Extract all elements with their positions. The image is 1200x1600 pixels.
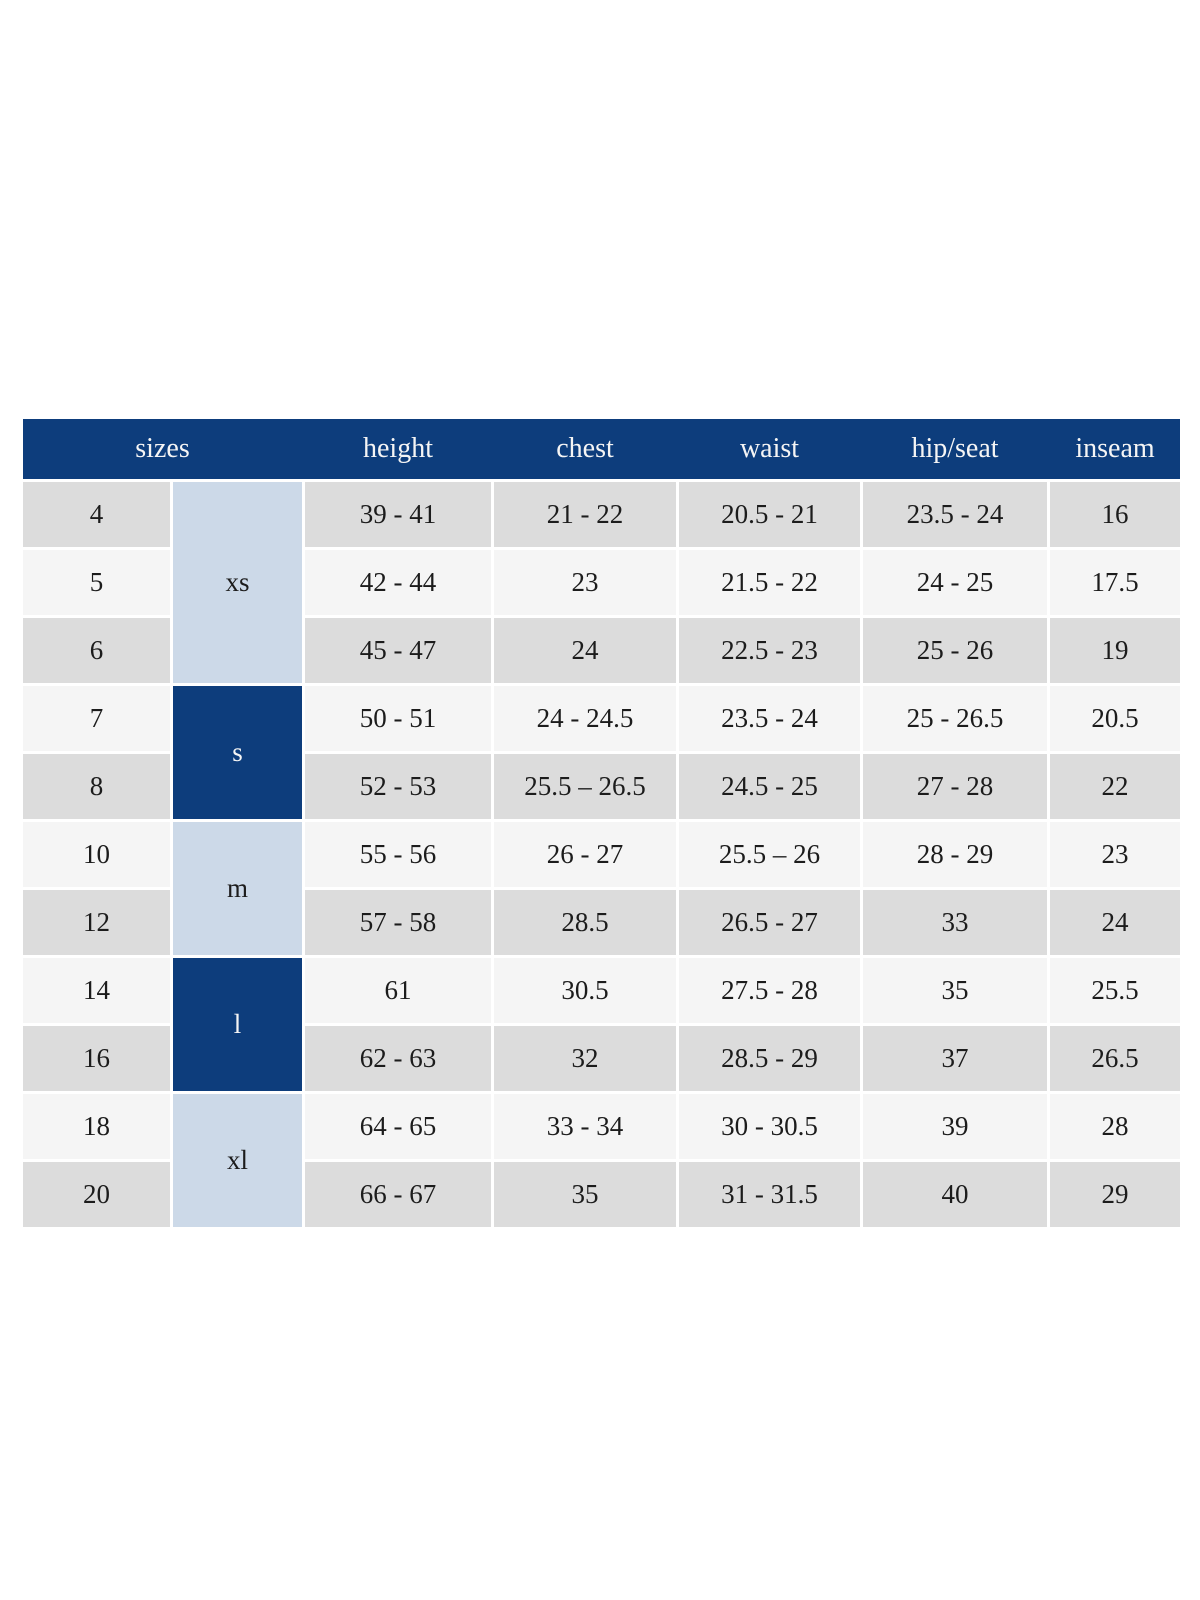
hip-seat-cell: 39: [863, 1094, 1047, 1159]
size-chart-table: sizes height chest waist hip/seat inseam…: [23, 419, 1180, 1227]
column-header-inseam: inseam: [1075, 433, 1155, 464]
size-group-cell-l: l: [173, 958, 302, 1091]
height-cell: 42 - 44: [305, 550, 491, 615]
height-cell: 61: [305, 958, 491, 1023]
hip-seat-cell: 24 - 25: [863, 550, 1047, 615]
waist-cell: 23.5 - 24: [679, 686, 860, 751]
inseam-cell: 24: [1050, 890, 1180, 955]
inseam-cell: 28: [1050, 1094, 1180, 1159]
inseam-cell: 17.5: [1050, 550, 1180, 615]
waist-cell: 30 - 30.5: [679, 1094, 860, 1159]
waist-cell: 24.5 - 25: [679, 754, 860, 819]
size-cell: 4: [23, 482, 170, 547]
waist-cell: 26.5 - 27: [679, 890, 860, 955]
inseam-cell: 22: [1050, 754, 1180, 819]
inseam-cell: 19: [1050, 618, 1180, 683]
hip-seat-cell: 37: [863, 1026, 1047, 1091]
chest-cell: 25.5 – 26.5: [494, 754, 676, 819]
hip-seat-cell: 40: [863, 1162, 1047, 1227]
waist-cell: 31 - 31.5: [679, 1162, 860, 1227]
chest-cell: 21 - 22: [494, 482, 676, 547]
chest-cell: 26 - 27: [494, 822, 676, 887]
size-group-cell-s: s: [173, 686, 302, 819]
column-header-chest: chest: [556, 433, 614, 464]
size-cell: 14: [23, 958, 170, 1023]
inseam-cell: 23: [1050, 822, 1180, 887]
table-header-grid: sizes height chest waist hip/seat inseam: [23, 419, 1180, 479]
hip-seat-cell: 25 - 26.5: [863, 686, 1047, 751]
size-group-cell-xl: xl: [173, 1094, 302, 1227]
size-cell: 7: [23, 686, 170, 751]
hip-seat-cell: 33: [863, 890, 1047, 955]
size-cell: 18: [23, 1094, 170, 1159]
height-cell: 50 - 51: [305, 686, 491, 751]
size-group-cell-m: m: [173, 822, 302, 955]
waist-cell: 27.5 - 28: [679, 958, 860, 1023]
hip-seat-cell: 27 - 28: [863, 754, 1047, 819]
column-header-waist: waist: [739, 433, 800, 464]
hip-seat-cell: 35: [863, 958, 1047, 1023]
size-cell: 20: [23, 1162, 170, 1227]
chest-cell: 30.5: [494, 958, 676, 1023]
hip-seat-cell: 25 - 26: [863, 618, 1047, 683]
hip-seat-cell: 28 - 29: [863, 822, 1047, 887]
inseam-cell: 26.5: [1050, 1026, 1180, 1091]
column-header-hip-seat: hip/seat: [911, 433, 999, 464]
chest-cell: 33 - 34: [494, 1094, 676, 1159]
chest-cell: 32: [494, 1026, 676, 1091]
chest-cell: 28.5: [494, 890, 676, 955]
size-cell: 5: [23, 550, 170, 615]
waist-cell: 22.5 - 23: [679, 618, 860, 683]
size-cell: 12: [23, 890, 170, 955]
table-header-row: sizes height chest waist hip/seat inseam: [23, 419, 1180, 479]
inseam-cell: 16: [1050, 482, 1180, 547]
size-cell: 16: [23, 1026, 170, 1091]
column-header-sizes: sizes: [135, 433, 190, 464]
inseam-cell: 29: [1050, 1162, 1180, 1227]
waist-cell: 25.5 – 26: [679, 822, 860, 887]
size-cell: 8: [23, 754, 170, 819]
chest-cell: 24: [494, 618, 676, 683]
height-cell: 55 - 56: [305, 822, 491, 887]
chest-cell: 23: [494, 550, 676, 615]
hip-seat-cell: 23.5 - 24: [863, 482, 1047, 547]
waist-cell: 28.5 - 29: [679, 1026, 860, 1091]
height-cell: 62 - 63: [305, 1026, 491, 1091]
waist-cell: 20.5 - 21: [679, 482, 860, 547]
height-cell: 57 - 58: [305, 890, 491, 955]
height-cell: 39 - 41: [305, 482, 491, 547]
height-cell: 45 - 47: [305, 618, 491, 683]
size-group-cell-xs: xs: [173, 482, 302, 683]
chest-cell: 35: [494, 1162, 676, 1227]
inseam-cell: 20.5: [1050, 686, 1180, 751]
waist-cell: 21.5 - 22: [679, 550, 860, 615]
height-cell: 66 - 67: [305, 1162, 491, 1227]
height-cell: 64 - 65: [305, 1094, 491, 1159]
size-cell: 6: [23, 618, 170, 683]
inseam-cell: 25.5: [1050, 958, 1180, 1023]
chest-cell: 24 - 24.5: [494, 686, 676, 751]
height-cell: 52 - 53: [305, 754, 491, 819]
size-cell: 10: [23, 822, 170, 887]
column-header-height: height: [363, 433, 433, 464]
